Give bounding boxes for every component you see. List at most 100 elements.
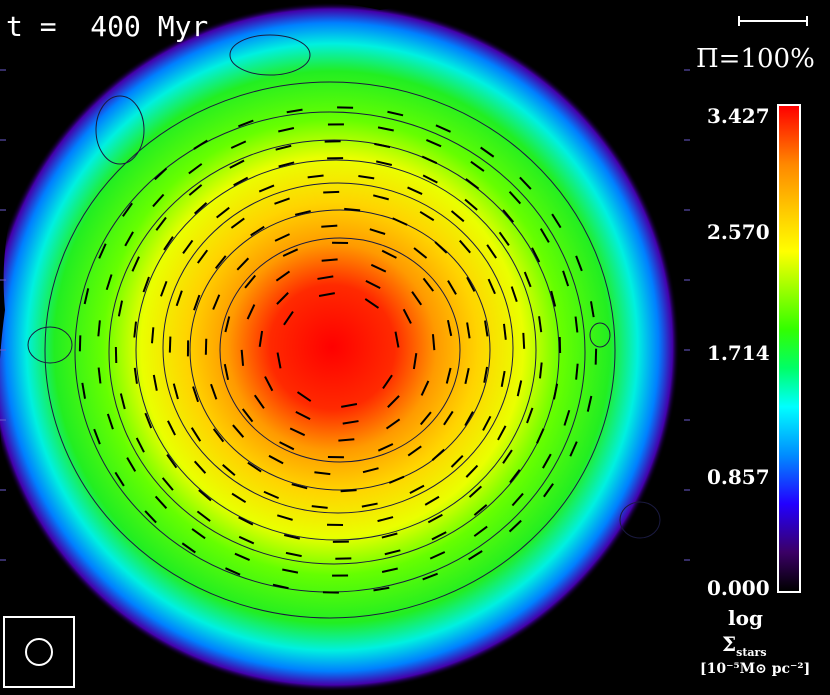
polarization-vector — [422, 174, 438, 184]
polarization-vector — [233, 176, 249, 187]
circle-icon — [25, 638, 53, 666]
polarization-vector — [231, 492, 247, 504]
polarization-vector — [531, 247, 541, 263]
polarization-vector — [508, 519, 522, 533]
polarization-vector — [446, 320, 453, 337]
polarization-vector — [536, 428, 545, 444]
polarization-vector — [392, 217, 408, 226]
polarization-vector — [364, 298, 380, 309]
polarization-vector — [97, 320, 101, 337]
polarization-vector — [307, 174, 324, 179]
polarization-vector — [241, 408, 254, 423]
polarization-vector — [83, 288, 90, 305]
polarization-vector — [126, 457, 137, 472]
polarization-vector — [275, 270, 291, 282]
polarization-vector — [161, 477, 174, 491]
galaxy-disk — [0, 2, 694, 692]
polarization-label: Π=100% — [696, 44, 815, 74]
colorbar — [777, 104, 801, 593]
polarization-vector — [142, 276, 150, 293]
polarization-vector — [295, 411, 311, 420]
polarization-vector — [511, 492, 524, 507]
colorbar-unit-symbol: Σstars — [722, 632, 767, 659]
polarization-vector — [229, 159, 245, 169]
polarization-vector — [268, 454, 284, 465]
polarization-vector — [321, 258, 338, 262]
polarization-vector — [443, 410, 454, 426]
polarization-vector — [519, 176, 532, 190]
polarization-vector — [154, 495, 168, 509]
polarization-vector — [230, 217, 245, 229]
polarization-vector — [522, 332, 526, 349]
polarization-vector — [167, 420, 176, 436]
polarization-vector — [318, 292, 335, 298]
polarization-vector — [431, 448, 445, 461]
polarization-vector — [311, 505, 328, 509]
polarization-vector — [542, 453, 552, 469]
polarization-vector — [497, 425, 507, 441]
colorbar-tick-2: 2.570 — [707, 220, 770, 244]
polarization-vector — [119, 393, 126, 410]
polarization-vector — [93, 428, 101, 445]
polarization-vector — [275, 144, 292, 151]
polarization-vector — [222, 464, 236, 476]
polarization-vector — [562, 270, 570, 287]
polarization-vector — [232, 424, 245, 438]
polarization-vector — [426, 139, 442, 148]
polarization-vector — [421, 155, 438, 165]
polarization-vector — [283, 534, 301, 540]
polarization-vector — [419, 411, 432, 426]
polarization-vector — [210, 383, 218, 400]
colorbar-tick-4: 0.857 — [707, 465, 770, 489]
polarization-vector — [182, 239, 194, 254]
polarization-vector — [466, 276, 476, 292]
polarization-vector — [338, 438, 355, 442]
density-contours — [27, 34, 661, 619]
polarization-vector — [431, 334, 436, 351]
polarization-vector — [465, 178, 480, 190]
polarization-vector — [105, 274, 113, 291]
polarization-vector — [98, 243, 107, 259]
polarization-vector — [223, 363, 230, 380]
colorbar-tick-3: 1.714 — [707, 341, 770, 365]
polarization-vector — [381, 567, 398, 573]
polarization-vector — [198, 489, 212, 502]
polarization-vector — [282, 248, 299, 257]
axis-ticks — [0, 69, 690, 561]
polarization-vector — [465, 464, 479, 478]
sigma-subscript: stars — [736, 646, 767, 659]
polarization-vector — [274, 233, 290, 242]
polarization-vector — [246, 304, 256, 320]
polarization-vector — [285, 551, 302, 558]
polarization-vector — [274, 197, 290, 205]
polarization-vector — [193, 294, 201, 311]
polarization-vector — [373, 194, 389, 201]
polarization-vector — [480, 146, 495, 158]
polarization-vector — [214, 255, 227, 269]
polarization-vector — [543, 483, 554, 498]
polarization-vector — [160, 280, 168, 297]
polarization-vector — [429, 551, 446, 560]
polarization-vector — [114, 471, 125, 487]
polarization-vector — [459, 239, 472, 254]
polarization-vector — [422, 572, 438, 581]
polarization-vector — [155, 216, 167, 231]
polarization-vector — [175, 290, 183, 307]
polarization-vector — [283, 310, 294, 326]
colorbar-tick-min: 0.000 — [707, 576, 770, 600]
polarization-vector — [358, 174, 375, 180]
polarization-vector — [384, 549, 401, 556]
polarization-vector — [230, 140, 247, 149]
polarization-vector — [286, 108, 303, 114]
polarization-vector — [538, 362, 543, 379]
polarization-vector — [377, 516, 394, 523]
polarization-vector — [569, 441, 578, 457]
polarization-vector — [385, 418, 401, 430]
polarization-vector — [365, 280, 381, 289]
polarization-vector — [486, 244, 497, 259]
polarization-vector — [216, 206, 230, 219]
polarization-vector — [253, 394, 265, 409]
polarization-vector — [464, 411, 474, 427]
polarization-vector — [258, 330, 264, 347]
polarization-vector — [224, 316, 231, 333]
